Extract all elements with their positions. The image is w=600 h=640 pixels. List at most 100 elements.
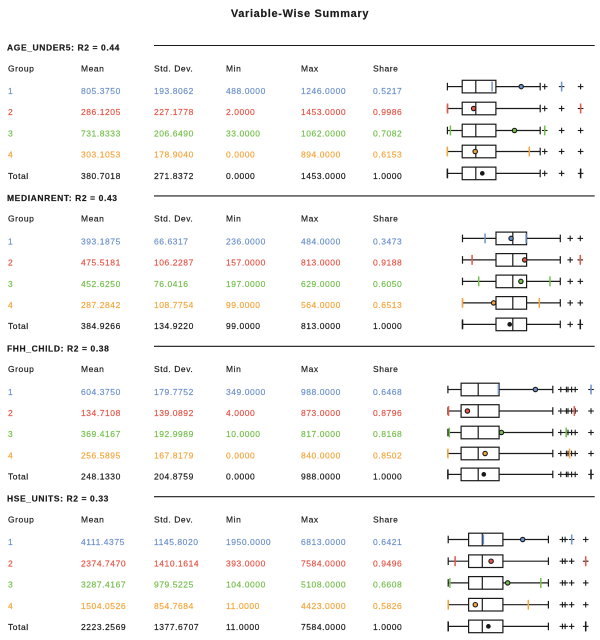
svg-text:731.8333: 731.8333 [81,128,121,138]
svg-text:0.0000: 0.0000 [226,472,255,482]
svg-text:380.7018: 380.7018 [81,171,121,181]
svg-text:1: 1 [8,387,13,397]
svg-text:99.0000: 99.0000 [226,321,261,331]
svg-text:99.0000: 99.0000 [226,300,261,310]
svg-text:2.0000: 2.0000 [226,107,255,117]
svg-text:139.0892: 139.0892 [154,408,194,418]
svg-text:1453.0000: 1453.0000 [301,107,346,117]
svg-text:0.6153: 0.6153 [373,150,402,160]
svg-text:0.6468: 0.6468 [373,387,402,397]
svg-text:3: 3 [8,128,13,138]
svg-text:179.7752: 179.7752 [154,387,194,397]
svg-text:Share: Share [373,364,398,374]
svg-text:4423.0000: 4423.0000 [301,601,346,611]
svg-text:2: 2 [8,408,13,418]
svg-text:0.3473: 0.3473 [373,236,402,246]
svg-text:7584.0000: 7584.0000 [301,558,346,568]
svg-text:Share: Share [373,214,398,224]
svg-text:1: 1 [8,236,13,246]
svg-text:106.2287: 106.2287 [154,258,194,268]
svg-text:0.9496: 0.9496 [373,558,402,568]
svg-text:2: 2 [8,258,13,268]
svg-text:11.0000: 11.0000 [226,601,260,611]
svg-text:1.0000: 1.0000 [373,472,402,482]
svg-text:66.6317: 66.6317 [154,236,189,246]
svg-text:1.0000: 1.0000 [373,171,402,181]
svg-text:Total: Total [8,622,29,632]
svg-text:11.0000: 11.0000 [226,622,260,632]
svg-text:564.0000: 564.0000 [301,300,341,310]
svg-text:5108.0000: 5108.0000 [301,580,346,590]
svg-text:192.9989: 192.9989 [154,429,194,439]
svg-text:805.3750: 805.3750 [81,86,121,96]
svg-text:854.7684: 854.7684 [154,601,194,611]
svg-text:0.0000: 0.0000 [226,450,255,460]
svg-text:7584.0000: 7584.0000 [301,622,346,632]
svg-text:1377.6707: 1377.6707 [154,622,199,632]
svg-text:178.9040: 178.9040 [154,150,194,160]
svg-text:197.0000: 197.0000 [226,279,266,289]
svg-text:0.6513: 0.6513 [373,300,402,310]
svg-text:HSE_UNITS: R2 = 0.33: HSE_UNITS: R2 = 0.33 [7,494,109,504]
svg-text:484.0000: 484.0000 [301,236,341,246]
svg-text:1: 1 [8,537,13,547]
svg-text:4111.4375: 4111.4375 [81,537,125,547]
svg-text:979.5225: 979.5225 [154,580,194,590]
svg-text:894.0000: 894.0000 [301,150,341,160]
svg-text:0.6050: 0.6050 [373,279,402,289]
svg-text:227.1778: 227.1778 [154,107,194,117]
svg-text:813.0000: 813.0000 [301,258,341,268]
svg-text:134.7108: 134.7108 [81,408,121,418]
svg-text:2374.7470: 2374.7470 [81,558,126,568]
svg-text:167.8179: 167.8179 [154,450,194,460]
svg-text:604.3750: 604.3750 [81,387,121,397]
svg-text:0.6608: 0.6608 [373,580,402,590]
svg-text:256.5895: 256.5895 [81,450,121,460]
svg-text:2223.2569: 2223.2569 [81,622,126,632]
svg-text:Mean: Mean [81,364,104,374]
svg-text:475.5181: 475.5181 [81,258,121,268]
svg-text:Min: Min [226,63,241,73]
svg-text:33.0000: 33.0000 [226,128,261,138]
svg-text:193.8062: 193.8062 [154,86,194,96]
svg-text:10.0000: 10.0000 [226,429,261,439]
svg-text:Mean: Mean [81,63,104,73]
svg-text:1504.0526: 1504.0526 [81,601,126,611]
svg-text:MEDIANRENT: R2 = 0.43: MEDIANRENT: R2 = 0.43 [7,193,118,203]
svg-text:Max: Max [301,515,319,525]
svg-text:3: 3 [8,429,13,439]
svg-text:0.9986: 0.9986 [373,107,402,117]
svg-text:Min: Min [226,364,241,374]
svg-text:1246.0000: 1246.0000 [301,86,346,96]
svg-text:Std. Dev.: Std. Dev. [154,364,193,374]
svg-text:813.0000: 813.0000 [301,321,341,331]
svg-text:236.0000: 236.0000 [226,236,266,246]
svg-text:287.2842: 287.2842 [81,300,121,310]
svg-text:2: 2 [8,107,13,117]
svg-text:Std. Dev.: Std. Dev. [154,214,193,224]
svg-text:Max: Max [301,364,319,374]
svg-text:134.9220: 134.9220 [154,321,194,331]
svg-text:817.0000: 817.0000 [301,429,341,439]
svg-text:1145.8020: 1145.8020 [154,537,199,547]
svg-text:286.1205: 286.1205 [81,107,121,117]
svg-text:0.7082: 0.7082 [373,128,402,138]
svg-text:108.7754: 108.7754 [154,300,194,310]
svg-text:4: 4 [8,601,13,611]
svg-text:157.0000: 157.0000 [226,258,266,268]
svg-text:1410.1614: 1410.1614 [154,558,199,568]
svg-text:488.0000: 488.0000 [226,86,266,96]
svg-text:Mean: Mean [81,515,104,525]
svg-text:873.0000: 873.0000 [301,408,341,418]
svg-text:3: 3 [8,279,13,289]
svg-text:840.0000: 840.0000 [301,450,341,460]
svg-text:1.0000: 1.0000 [373,622,402,632]
svg-text:988.0000: 988.0000 [301,472,341,482]
svg-text:1062.0000: 1062.0000 [301,128,346,138]
svg-text:271.8372: 271.8372 [154,171,194,181]
svg-text:393.0000: 393.0000 [226,558,266,568]
svg-text:Variable-Wise Summary: Variable-Wise Summary [231,8,370,20]
svg-text:0.5217: 0.5217 [373,86,402,96]
svg-text:0.8502: 0.8502 [373,450,402,460]
svg-text:6813.0000: 6813.0000 [301,537,346,547]
